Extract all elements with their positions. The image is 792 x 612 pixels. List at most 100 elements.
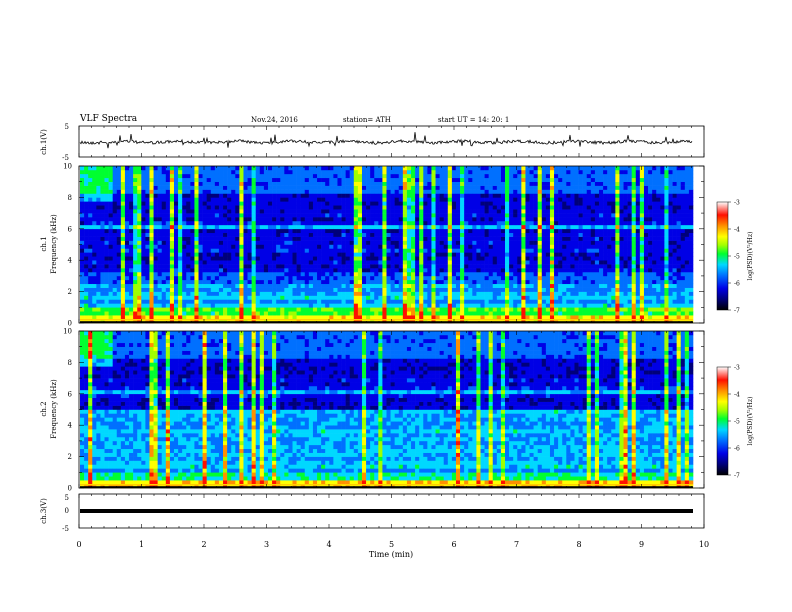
spectrogram-cell [108,307,113,312]
spectrogram-cell [574,303,579,308]
spectrogram-cell [223,260,228,265]
spectrogram-cell [570,271,575,277]
spectrogram-cell [124,283,130,288]
spectrogram-cell [92,291,97,296]
spectrogram-cell [517,213,522,218]
spectrogram-cell [353,224,359,230]
spectrogram-cell [214,248,220,253]
spectrogram-cell [120,228,126,234]
spectrogram-cell [96,252,101,257]
spectrogram-cell [472,169,477,175]
spectrogram-cell [173,209,179,214]
spectrogram-cell [329,248,334,253]
spectrogram-cell [129,181,134,186]
spectrogram-cell [406,291,412,296]
spectrogram-cell [104,197,109,202]
spectrogram-cell [357,197,363,202]
spectrogram-cell [263,275,269,281]
spectrogram-cell [153,217,158,222]
spectrogram-cell [259,236,265,241]
spectrogram-cell [460,177,465,182]
spectrogram-cell [186,166,191,171]
spectrogram-cell [153,287,158,292]
spectrogram-cell [333,177,338,182]
spectrogram-cell [92,209,97,214]
spectrogram-cell [435,271,440,277]
spectrogram-cell [263,260,269,265]
spectrogram-cell [574,307,579,312]
spectrogram-cell [202,236,207,241]
spectrogram-cell [480,224,485,230]
spectrogram-cell [549,260,555,265]
spectrogram-cell [439,291,445,296]
spectrogram-cell [361,205,367,210]
spectrogram-cell [537,271,543,277]
spectrogram-cell [455,279,461,285]
spectrogram-cell [88,264,93,269]
spectrogram-cell [513,240,518,245]
spectrogram-cell [88,248,93,253]
spectrogram-cell [558,201,563,206]
spectrogram-cell [533,209,539,214]
spectrogram-cell [357,228,363,234]
spectrogram-cell [210,256,216,261]
spectrogram-cell [243,193,248,198]
spectrogram-cell [411,291,416,296]
spectrogram-cell [439,177,445,182]
spectrogram-cell [366,173,371,179]
spectrogram-cell [186,275,191,281]
spectrogram-cell [496,291,502,296]
spectrogram-cell [394,197,400,202]
spectrogram-cell [394,228,400,234]
spectrogram-cell [406,220,412,226]
spectrogram-cell [521,181,526,186]
spectrogram-cell [325,220,330,226]
spectrogram-cell [533,205,539,210]
spectrogram-cell [173,295,179,300]
spectrogram-cell [263,201,269,206]
spectrogram-cell [500,307,506,312]
spectrogram-cell [411,311,416,316]
spectrogram-cell [173,220,179,226]
spectrogram-cell [386,299,391,304]
spectrogram-cell [272,169,277,175]
spectrogram-cell [492,252,498,257]
spectrogram-cell [402,299,408,304]
spectrogram-cell [472,268,477,273]
spectrogram-cell [394,252,400,257]
spectrogram-cell [468,228,473,234]
spectrogram-cell [468,252,473,257]
spectrogram-cell [80,252,85,257]
spectrogram-cell [329,271,334,277]
spectrogram-cell [505,260,510,265]
spectrogram-cell [112,166,118,171]
spectrogram-cell [492,232,498,237]
spectrogram-cell [492,271,498,277]
spectrogram-cell [337,177,342,182]
spectrogram-cell [562,252,567,257]
spectrogram-cell [525,201,530,206]
spectrogram-cell [545,228,551,234]
spectrogram-cell [255,252,261,257]
spectrogram-cell [386,279,391,285]
spectrogram-cell [353,232,359,237]
spectrogram-cell [513,291,518,296]
spectrogram-cell [284,244,289,249]
spectrogram-cell [88,287,93,292]
spectrogram-cell [460,264,465,269]
spectrogram-cell [447,193,453,198]
spectrogram-cell [210,279,216,285]
spectrogram-cell [517,166,522,171]
spectrogram-cell [227,209,232,214]
spectrogram-cell [353,201,359,206]
spectrogram-cell [194,283,199,288]
spectrogram-cell [500,252,506,257]
spectrogram-cell [484,299,489,304]
spectrogram-cell [243,307,248,312]
spectrogram-cell [480,283,485,288]
spectrogram-cell [386,232,391,237]
spectrogram-cell [549,240,555,245]
spectrogram-cell [292,264,297,269]
spectrogram-cell [488,299,494,304]
spectrogram-cell [157,177,163,182]
